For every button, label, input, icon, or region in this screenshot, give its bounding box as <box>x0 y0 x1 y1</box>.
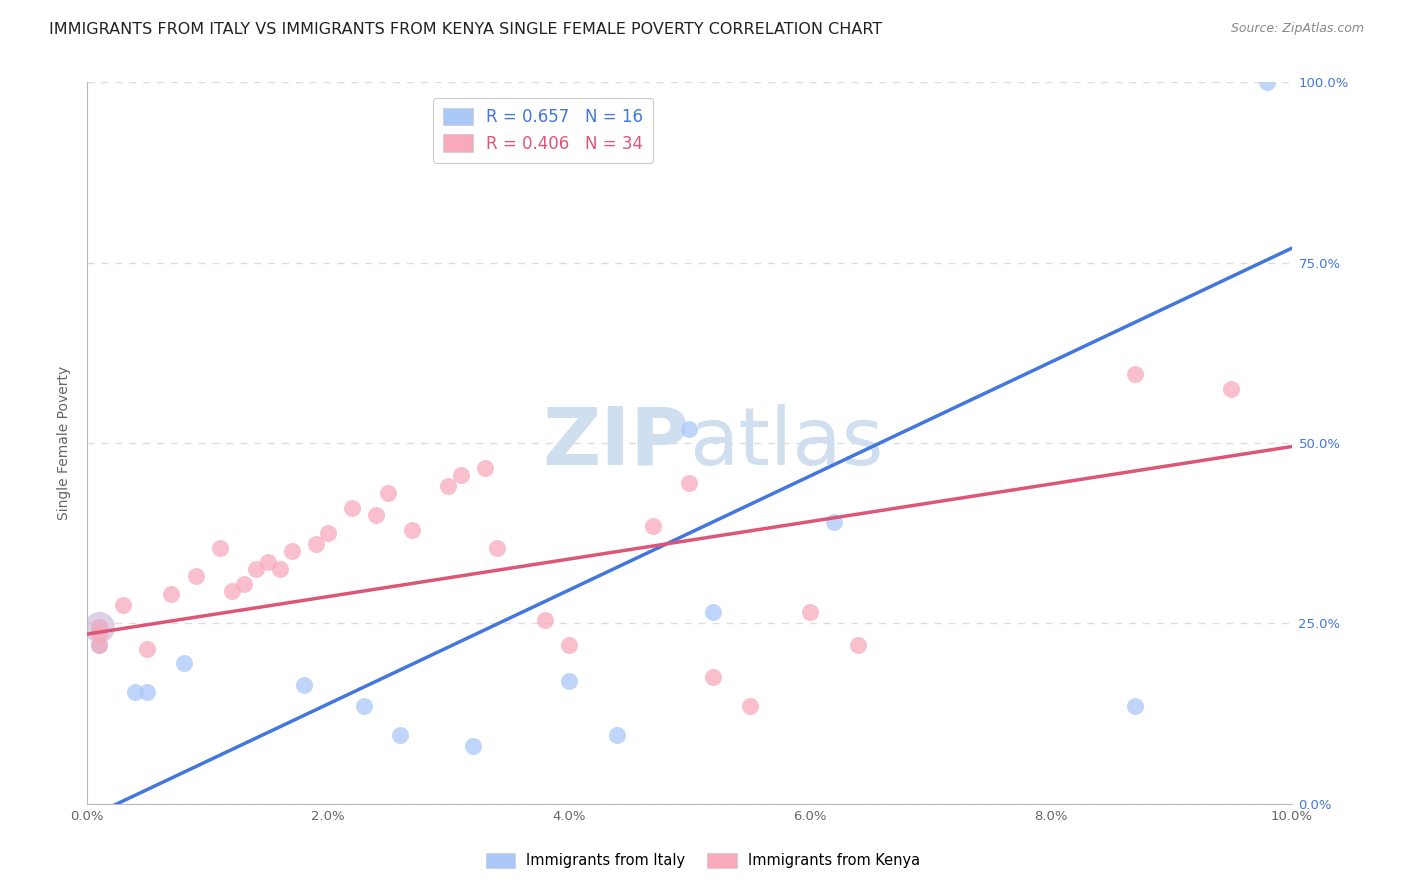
Legend: R = 0.657   N = 16, R = 0.406   N = 34: R = 0.657 N = 16, R = 0.406 N = 34 <box>433 98 652 162</box>
Point <box>558 673 581 688</box>
Point <box>823 516 845 530</box>
Point <box>89 620 111 634</box>
Point <box>702 670 724 684</box>
Point <box>1256 75 1278 89</box>
Point <box>702 606 724 620</box>
Y-axis label: Single Female Poverty: Single Female Poverty <box>58 366 72 520</box>
Point <box>269 562 291 576</box>
Text: IMMIGRANTS FROM ITALY VS IMMIGRANTS FROM KENYA SINGLE FEMALE POVERTY CORRELATION: IMMIGRANTS FROM ITALY VS IMMIGRANTS FROM… <box>49 22 883 37</box>
Point <box>799 606 821 620</box>
Point <box>89 620 111 634</box>
Point <box>245 562 267 576</box>
Point <box>558 638 581 652</box>
Point <box>533 613 555 627</box>
Point <box>461 739 484 753</box>
Point <box>136 641 159 656</box>
Point <box>173 656 195 670</box>
Point <box>316 526 339 541</box>
Point <box>292 677 315 691</box>
Point <box>160 587 183 601</box>
Point <box>606 728 628 742</box>
Text: ZIP: ZIP <box>543 404 689 482</box>
Point <box>389 728 412 742</box>
Point <box>89 638 111 652</box>
Point <box>450 468 472 483</box>
Point <box>401 523 423 537</box>
Text: atlas: atlas <box>689 404 884 482</box>
Point <box>1220 382 1243 396</box>
Point <box>89 638 111 652</box>
Point <box>340 500 363 515</box>
Point <box>281 544 304 558</box>
Point <box>678 475 700 490</box>
Legend: Immigrants from Italy, Immigrants from Kenya: Immigrants from Italy, Immigrants from K… <box>479 847 927 874</box>
Point <box>474 461 496 475</box>
Point <box>184 569 207 583</box>
Point <box>112 599 135 613</box>
Point <box>89 620 111 634</box>
Point <box>1123 368 1146 382</box>
Point <box>256 555 278 569</box>
Point <box>643 519 665 533</box>
Point <box>89 627 111 641</box>
Point <box>353 699 375 714</box>
Point <box>89 620 111 634</box>
Point <box>124 685 146 699</box>
Point <box>846 638 869 652</box>
Point <box>738 699 761 714</box>
Point <box>437 479 460 493</box>
Point <box>678 421 700 435</box>
Point <box>1123 699 1146 714</box>
Point <box>305 537 328 551</box>
Point <box>377 486 399 500</box>
Point <box>221 583 243 598</box>
Point <box>232 576 254 591</box>
Point <box>136 685 159 699</box>
Point <box>366 508 388 522</box>
Point <box>208 541 231 555</box>
Point <box>485 541 508 555</box>
Text: Source: ZipAtlas.com: Source: ZipAtlas.com <box>1230 22 1364 36</box>
